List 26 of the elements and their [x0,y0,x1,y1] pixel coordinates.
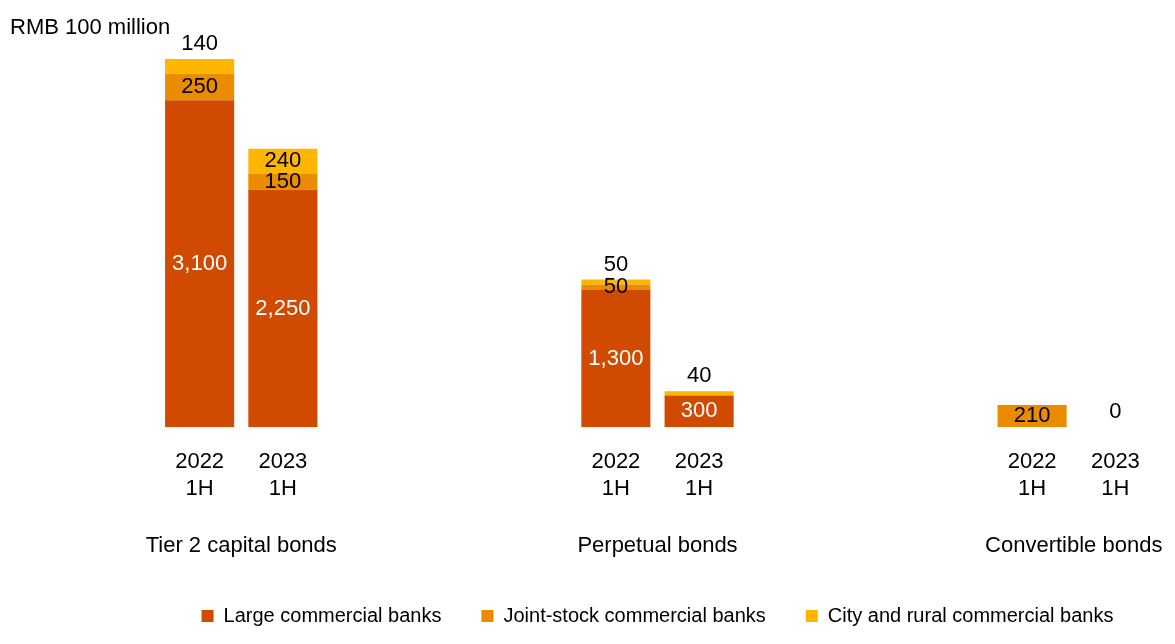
data-label: 3,100 [172,249,228,275]
x-tick-label: 2022 1H [175,448,225,500]
text: Perpetual bonds [577,532,738,558]
data-label: 140 [181,30,218,56]
legend-label: Joint-stock commercial banks [503,603,766,626]
data-label: 0 [1109,398,1122,424]
bar [248,189,318,428]
legend-label: Large commercial banks [223,603,442,626]
data-label: 300 [680,397,718,423]
x-tick-label: 2023 1H [1090,448,1140,500]
x-tick-label: 2022 1H [1007,448,1057,500]
x-tick-label: 2023 1H [674,448,724,500]
data-label: 1,300 [588,344,644,370]
data-label: 210 [1013,402,1051,428]
bar [165,59,235,74]
x-tick-label: 2022 1H [591,448,641,500]
y-axis-title: RMB 100 million [10,14,171,40]
data-label: 250 [181,73,218,99]
text: Tier 2 capital bonds [145,532,337,558]
text: Convertible bonds [985,532,1163,558]
legend-label: City and rural commercial banks [827,603,1114,626]
data-label: 2,250 [255,294,311,320]
bar [664,391,734,396]
x-tick-label: 2023 1H [258,448,308,500]
bar [165,100,235,428]
data-label: 40 [686,362,712,388]
